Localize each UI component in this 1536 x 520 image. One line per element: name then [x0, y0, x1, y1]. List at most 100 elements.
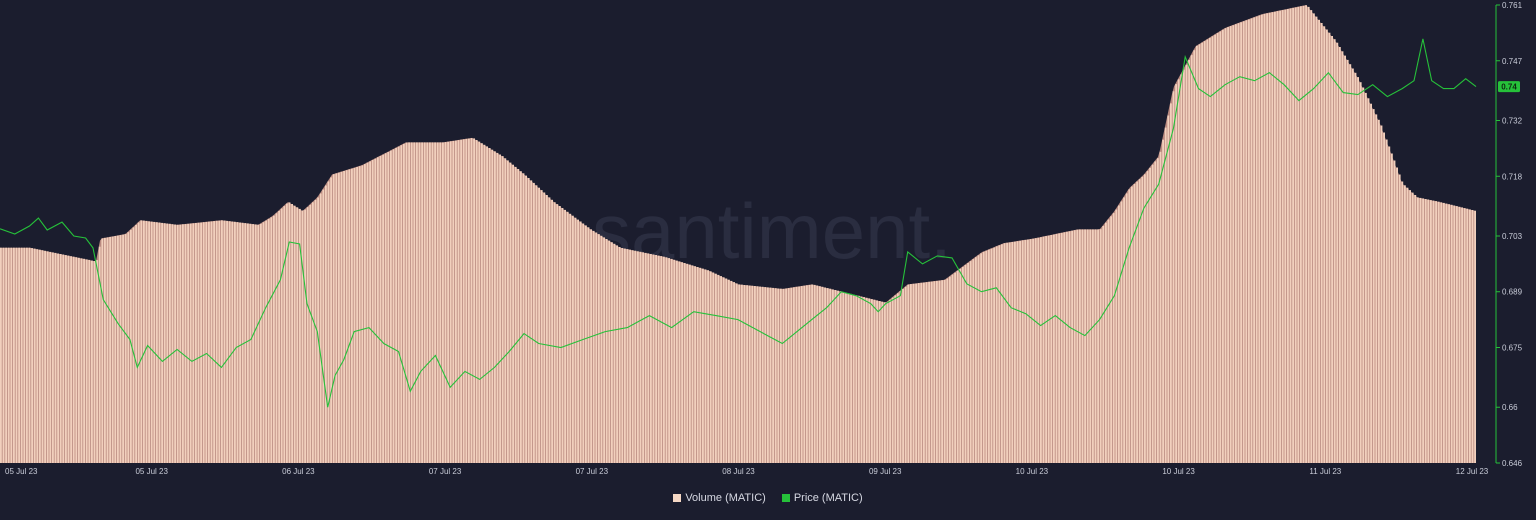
volume-bar: [182, 224, 184, 463]
y-tick-label: 0.747: [1502, 57, 1523, 66]
volume-bar: [208, 221, 210, 463]
volume-bar: [301, 210, 304, 463]
volume-bar: [371, 160, 374, 463]
volume-bar: [746, 285, 748, 463]
volume-bar: [1398, 174, 1401, 463]
volume-bar: [1375, 114, 1378, 464]
volume-bar: [483, 144, 486, 464]
volume-bar: [1362, 87, 1365, 463]
legend-item-price[interactable]: Price (MATIC): [781, 492, 863, 504]
volume-bar: [579, 221, 582, 463]
volume-bar: [20, 247, 23, 463]
volume-bar: [1014, 241, 1016, 463]
volume-bar: [730, 280, 733, 463]
price-axis-ticks: 0.761 0.747 0.732 0.718 0.703 0.689 0.675 0.66 0…: [1496, 1, 1523, 468]
x-tick-label: 10 Jul 23: [1162, 467, 1195, 476]
volume-bar: [793, 287, 795, 463]
volume-bar: [1125, 193, 1128, 463]
volume-bar: [845, 292, 847, 463]
volume-bar: [1063, 232, 1066, 463]
volume-bar: [946, 278, 949, 463]
volume-bar: [832, 289, 834, 463]
volume-bar: [1391, 153, 1393, 463]
volume-bar: [858, 295, 860, 463]
volume-bar: [213, 221, 215, 463]
volume-bar: [1276, 11, 1279, 463]
volume-bar: [1068, 231, 1071, 463]
x-tick-label: 10 Jul 23: [1016, 467, 1049, 476]
volume-bar: [800, 286, 803, 463]
volume-bar: [15, 247, 18, 463]
volume-bar: [384, 153, 387, 464]
volume-bar: [1159, 151, 1162, 464]
volume-bar: [1359, 82, 1362, 463]
legend-item-volume[interactable]: Volume (MATIC): [673, 492, 766, 504]
volume-bar: [1385, 139, 1388, 463]
volume-bar: [1214, 34, 1216, 463]
volume-bar: [1427, 199, 1430, 463]
volume-bar: [1287, 9, 1289, 463]
volume-bar: [777, 288, 780, 463]
volume-bar: [1346, 59, 1349, 464]
volume-bar: [286, 203, 288, 463]
volume-bar: [829, 288, 832, 463]
volume-bar: [917, 283, 920, 463]
volume-bar: [650, 254, 652, 463]
volume-bar: [795, 286, 798, 463]
volume-bar: [1417, 197, 1419, 463]
volume-bar: [1240, 22, 1242, 464]
volume-bar: [457, 140, 460, 463]
volume-bar: [538, 187, 540, 463]
volume-bar: [933, 281, 936, 463]
legend-price-label: Price (MATIC): [793, 492, 863, 504]
volume-bar: [325, 185, 327, 463]
volume-bar: [977, 255, 980, 463]
volume-bar: [1058, 233, 1060, 463]
volume-bar: [837, 290, 839, 463]
volume-bar: [787, 288, 790, 463]
volume-bar: [569, 213, 572, 463]
volume-bar: [1180, 74, 1183, 464]
volume-bar: [1300, 6, 1302, 464]
volume-bar: [72, 256, 75, 463]
volume-bar: [1336, 42, 1339, 463]
volume-bar: [1110, 216, 1112, 463]
volume-bar: [694, 266, 696, 463]
volume-bar: [296, 207, 299, 463]
volume-bar: [249, 223, 252, 463]
volume-bar: [1222, 29, 1224, 464]
volume-bar: [1255, 16, 1258, 463]
volume-bar: [1292, 7, 1294, 464]
volume-bar: [876, 300, 878, 463]
volume-bar: [62, 254, 65, 463]
volume-bar: [36, 249, 39, 463]
volume-bar: [442, 142, 444, 463]
volume-bar: [720, 276, 722, 463]
volume-bar: [374, 158, 377, 463]
volume-bar: [587, 227, 590, 463]
volume-bar: [169, 223, 171, 463]
volume-bar: [1201, 42, 1203, 463]
volume-bar: [657, 255, 660, 463]
legend-volume-label: Volume (MATIC): [685, 492, 766, 504]
volume-bar: [197, 222, 200, 463]
volume-bar: [1289, 8, 1292, 464]
volume-bar: [104, 237, 106, 463]
volume-bar: [132, 227, 135, 463]
volume-bar: [954, 272, 956, 463]
volume-bar: [322, 189, 325, 463]
volume-bar: [309, 204, 312, 464]
volume-bar: [1232, 25, 1235, 463]
volume-bar: [920, 282, 923, 463]
legend-price-swatch: [781, 494, 790, 502]
volume-bar: [1432, 200, 1435, 463]
volume-bar: [215, 220, 218, 463]
volume-bar: [426, 142, 429, 463]
volume-bar: [358, 166, 361, 463]
volume-bar: [1120, 201, 1123, 463]
volume-bar: [390, 150, 392, 463]
volume-bar: [842, 292, 845, 463]
volume-bar: [319, 193, 322, 463]
volume-bar: [166, 223, 169, 463]
x-tick-label: 08 Jul 23: [722, 467, 755, 476]
